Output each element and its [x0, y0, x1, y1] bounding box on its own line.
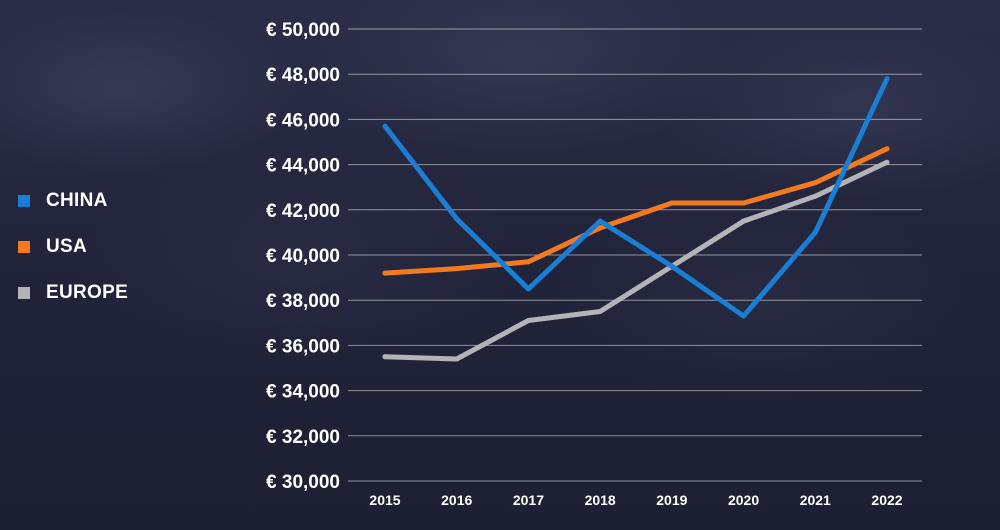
data-point-china	[525, 286, 531, 292]
y-tick-label: € 46,000	[266, 110, 340, 131]
data-point-usa	[597, 225, 603, 231]
x-tick-label: 2016	[441, 492, 472, 508]
data-point-usa	[812, 180, 818, 186]
x-tick-label: 2018	[585, 492, 616, 508]
data-point-usa	[382, 270, 388, 276]
y-tick-label: € 36,000	[266, 336, 340, 357]
data-point-china	[741, 313, 747, 319]
x-tick-label: 2015	[369, 492, 400, 508]
data-point-usa	[454, 266, 460, 272]
x-tick-label: 2021	[800, 492, 831, 508]
data-point-china	[382, 123, 388, 129]
legend: CHINA USA EUROPE	[18, 188, 128, 326]
y-tick-label: € 48,000	[266, 65, 340, 86]
legend-swatch-china	[18, 195, 30, 207]
data-point-china	[669, 263, 675, 269]
data-point-china	[884, 76, 890, 82]
data-point-europe	[741, 218, 747, 224]
y-tick-label: € 30,000	[266, 472, 340, 493]
legend-swatch-europe	[18, 287, 30, 299]
series-line-europe	[382, 159, 890, 362]
y-tick-label: € 40,000	[266, 246, 340, 267]
x-tick-label: 2020	[728, 492, 759, 508]
series-line-china	[382, 76, 890, 319]
series-line-usa	[382, 146, 890, 276]
data-point-china	[454, 216, 460, 222]
data-point-europe	[525, 318, 531, 324]
y-tick-label: € 42,000	[266, 201, 340, 222]
y-tick-label: € 50,000	[266, 20, 340, 41]
data-point-europe	[884, 159, 890, 165]
data-point-china	[597, 218, 603, 224]
data-point-usa	[741, 200, 747, 206]
x-tick-label: 2022	[871, 492, 902, 508]
legend-item-usa: USA	[18, 234, 128, 260]
data-point-europe	[454, 356, 460, 362]
data-point-usa	[525, 259, 531, 265]
data-point-usa	[669, 200, 675, 206]
y-tick-label: € 44,000	[266, 156, 340, 177]
x-tick-label: 2019	[656, 492, 687, 508]
y-tick-label: € 38,000	[266, 291, 340, 312]
legend-item-china: CHINA	[18, 188, 128, 214]
legend-label-china: CHINA	[46, 190, 108, 211]
legend-item-europe: EUROPE	[18, 280, 128, 306]
y-tick-label: € 34,000	[266, 382, 340, 403]
legend-swatch-usa	[18, 241, 30, 253]
x-tick-label: 2017	[513, 492, 544, 508]
legend-label-europe: EUROPE	[46, 282, 129, 303]
data-point-china	[812, 229, 818, 235]
data-point-usa	[884, 146, 890, 152]
data-point-europe	[597, 309, 603, 314]
y-tick-label: € 32,000	[266, 427, 340, 448]
legend-label-usa: USA	[46, 236, 88, 257]
data-point-europe	[382, 354, 388, 360]
data-point-europe	[812, 193, 818, 199]
